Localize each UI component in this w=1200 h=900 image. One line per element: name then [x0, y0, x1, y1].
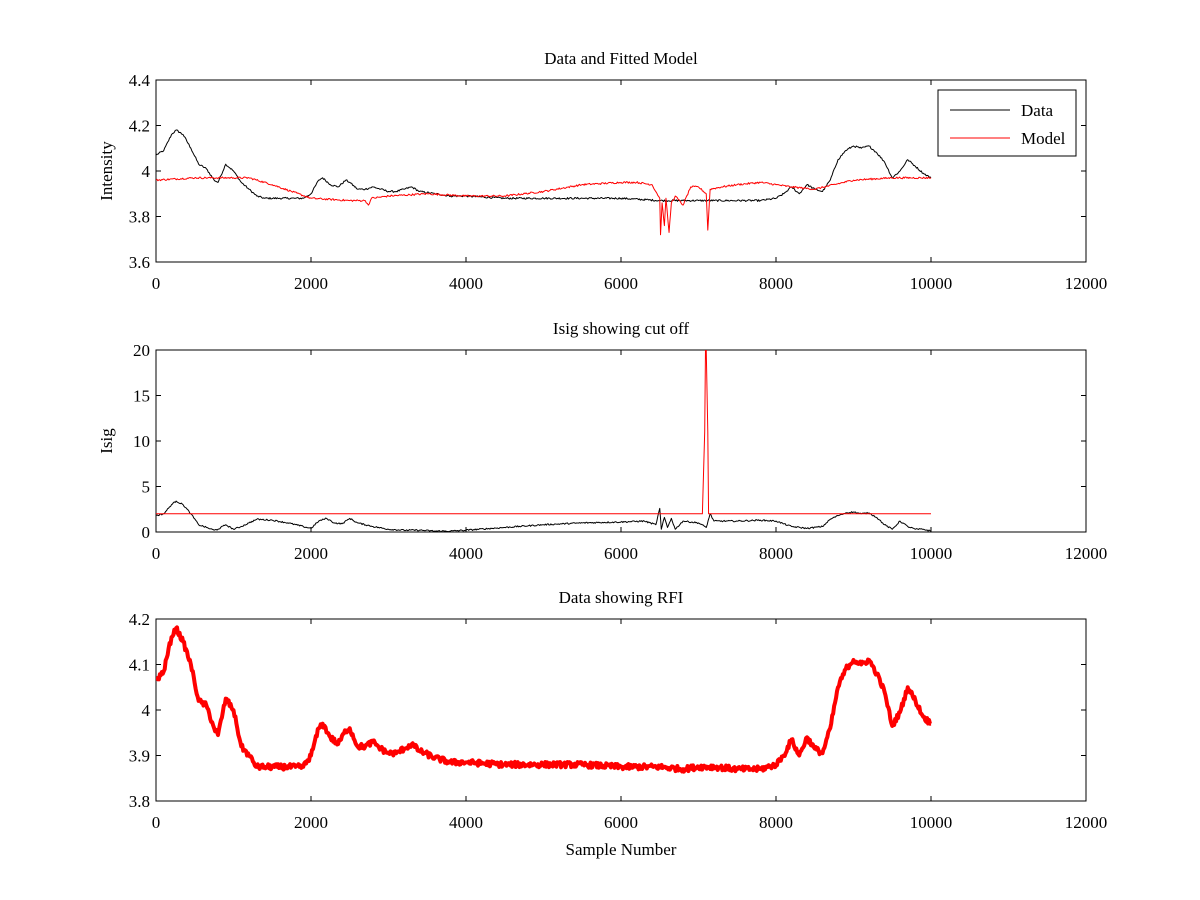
- y-tick-label: 5: [142, 478, 151, 497]
- x-tick-label: 8000: [759, 813, 793, 832]
- y-tick-label: 3.9: [129, 747, 150, 766]
- y-tick-label: 4.1: [129, 656, 150, 675]
- x-axis-label: Sample Number: [566, 840, 677, 859]
- axes-title: Data and Fitted Model: [544, 49, 698, 68]
- legend-box: [937, 89, 1077, 157]
- y-tick-label: 3.8: [129, 792, 150, 811]
- series-line-1: [156, 625, 933, 774]
- y-tick-label: 4: [142, 162, 151, 181]
- x-tick-label: 2000: [294, 544, 328, 563]
- x-tick-label: 4000: [449, 813, 483, 832]
- x-tick-label: 0: [152, 274, 161, 293]
- x-tick-label: 6000: [604, 813, 638, 832]
- y-axis-label: Intensity: [97, 141, 116, 201]
- series-line-model: [156, 176, 932, 236]
- y-tick-label: 15: [133, 387, 150, 406]
- x-tick-label: 6000: [604, 274, 638, 293]
- x-tick-label: 12000: [1065, 274, 1108, 293]
- x-tick-label: 4000: [449, 274, 483, 293]
- y-tick-label: 4.2: [129, 117, 150, 136]
- series-line-data: [156, 129, 932, 202]
- x-tick-label: 10000: [910, 274, 953, 293]
- x-tick-label: 4000: [449, 544, 483, 563]
- x-tick-label: 8000: [759, 544, 793, 563]
- y-tick-label: 4.2: [129, 610, 150, 629]
- y-tick-label: 4.4: [129, 71, 151, 90]
- x-tick-label: 0: [152, 544, 161, 563]
- y-axis-label: Isig: [97, 428, 116, 454]
- series-line-1: [156, 500, 932, 532]
- plot-area: [155, 349, 1087, 533]
- x-tick-label: 6000: [604, 544, 638, 563]
- y-tick-label: 10: [133, 432, 150, 451]
- y-tick-label: 3.6: [129, 253, 150, 272]
- legend: Data Model: [937, 89, 1077, 157]
- x-tick-label: 2000: [294, 813, 328, 832]
- x-tick-label: 10000: [910, 544, 953, 563]
- x-tick-label: 12000: [1065, 544, 1108, 563]
- plot-area: [155, 79, 1087, 263]
- y-tick-label: 4: [142, 701, 151, 720]
- x-tick-label: 8000: [759, 274, 793, 293]
- legend-label: Data: [1021, 101, 1054, 120]
- x-tick-label: 0: [152, 813, 161, 832]
- legend-label: Model: [1021, 129, 1066, 148]
- x-tick-label: 12000: [1065, 813, 1108, 832]
- axes-title: Data showing RFI: [559, 588, 684, 607]
- y-tick-label: 0: [142, 523, 151, 542]
- axes-3: Data showing RFI 0 2000 4000 6000 8000 10000 12…: [129, 588, 1108, 859]
- x-tick-label: 2000: [294, 274, 328, 293]
- axes-title: Isig showing cut off: [553, 319, 689, 338]
- y-tick-label: 20: [133, 341, 150, 360]
- axes-1: Data and Fitted Model 0 2000 4000 6000 8000 10…: [97, 49, 1107, 293]
- plot-area: [155, 618, 1087, 802]
- series-line-2: [156, 350, 931, 515]
- y-tick-label: 3.8: [129, 208, 150, 227]
- x-tick-label: 10000: [910, 813, 953, 832]
